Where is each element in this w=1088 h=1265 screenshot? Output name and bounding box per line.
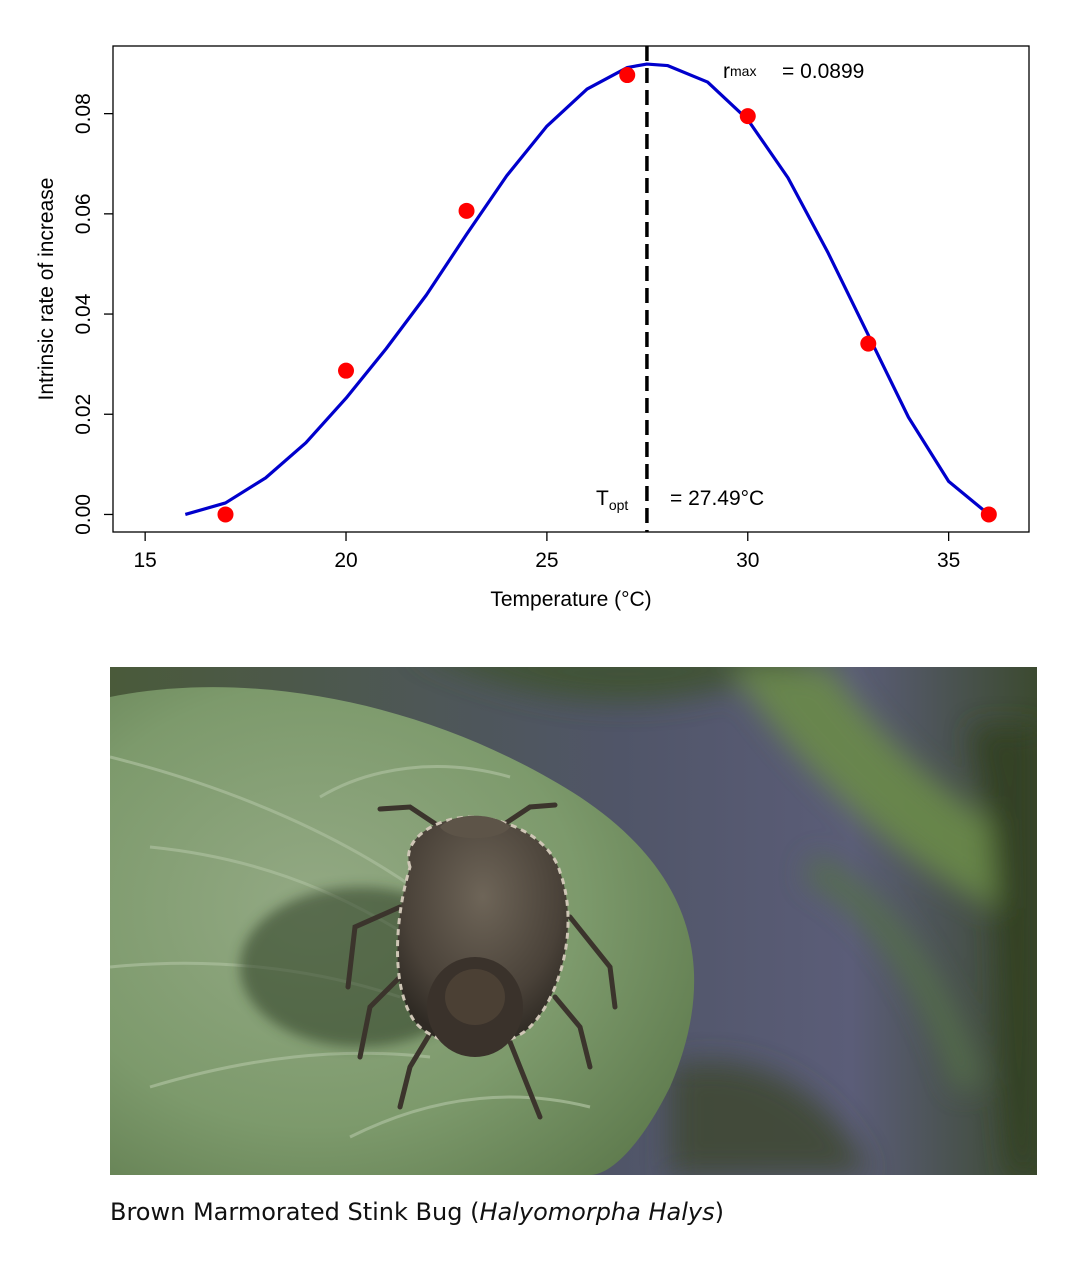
y-tick-label: 0.02 <box>72 394 95 435</box>
data-point <box>619 67 636 84</box>
x-axis: 15 20 25 30 35 <box>133 532 960 572</box>
data-point <box>739 108 756 125</box>
caption-species: Halyomorpha Halys <box>479 1198 715 1226</box>
caption-prefix: Brown Marmorated Stink Bug ( <box>110 1198 480 1226</box>
x-tick-label: 25 <box>535 549 558 572</box>
topt-base: T <box>596 487 609 510</box>
rmax-sub: max <box>730 63 756 79</box>
data-point <box>458 202 475 219</box>
y-tick-label: 0.00 <box>72 494 95 535</box>
y-axis-label: Intrinsic rate of increase <box>35 178 58 401</box>
data-point <box>860 335 877 352</box>
temperature-rate-chart: 15 20 25 30 35 0.00 0.02 0.04 0.06 0.08 Temperat… <box>35 45 1030 611</box>
x-tick-label: 15 <box>133 549 156 572</box>
data-point <box>217 506 234 523</box>
topt-sub: opt <box>609 497 629 513</box>
topt-annotation: Topt = 27.49°C <box>596 487 764 513</box>
rmax-value: = 0.0899 <box>782 60 864 83</box>
caption-suffix: ) <box>714 1198 724 1226</box>
y-tick-label: 0.04 <box>72 293 95 334</box>
y-axis: 0.00 0.02 0.04 0.06 0.08 <box>72 93 113 535</box>
topt-value: = 27.49°C <box>670 487 764 510</box>
stink-bug-photo <box>110 667 1037 1175</box>
x-tick-label: 35 <box>937 549 960 572</box>
y-tick-label: 0.06 <box>72 193 95 234</box>
x-axis-label: Temperature (°C) <box>490 588 651 611</box>
plot-frame <box>112 45 1030 533</box>
photo-caption: Brown Marmorated Stink Bug (Halyomorpha … <box>110 1198 724 1226</box>
y-tick-label: 0.08 <box>72 93 95 134</box>
x-tick-label: 20 <box>334 549 357 572</box>
data-point <box>980 506 997 523</box>
data-point <box>338 362 355 379</box>
rmax-annotation: rmax = 0.0899 <box>723 60 864 83</box>
fitted-curve <box>184 62 990 517</box>
data-points <box>217 67 997 523</box>
x-tick-label: 30 <box>736 549 759 572</box>
rmax-base: r <box>723 60 730 83</box>
